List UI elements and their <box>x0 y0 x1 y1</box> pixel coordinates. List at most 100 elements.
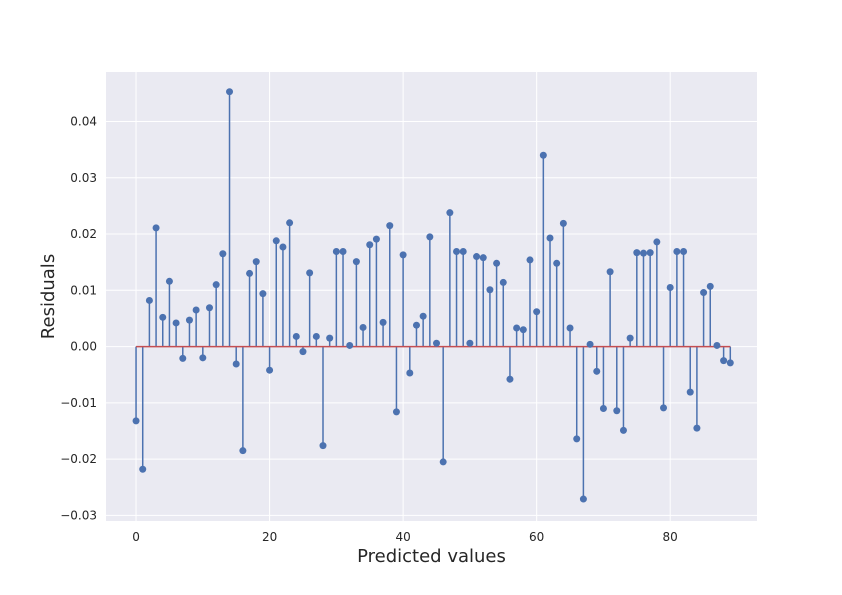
data-point <box>372 235 380 243</box>
y-axis-title: Residuals <box>38 254 59 339</box>
data-point <box>533 308 541 316</box>
x-tick-label: 60 <box>529 530 544 544</box>
data-point <box>673 247 681 255</box>
data-point <box>599 404 607 412</box>
data-point <box>473 253 481 261</box>
data-point <box>586 340 594 348</box>
data-point <box>446 209 454 217</box>
data-point <box>412 321 420 329</box>
data-point <box>246 269 254 277</box>
data-point <box>606 268 614 276</box>
data-point <box>613 407 621 415</box>
data-point <box>693 424 701 432</box>
data-point <box>519 326 527 334</box>
plot-area <box>106 72 757 521</box>
data-point <box>666 283 674 291</box>
data-point <box>459 247 467 255</box>
data-point <box>633 249 641 257</box>
data-point <box>219 250 227 258</box>
y-tick-label: 0.02 <box>70 227 97 241</box>
data-point <box>553 259 561 267</box>
data-point <box>433 339 441 347</box>
data-point <box>720 357 728 365</box>
data-point <box>526 256 534 264</box>
x-axis-title: Predicted values <box>357 546 506 567</box>
data-point <box>700 289 708 297</box>
y-tick-label: 0.04 <box>70 115 97 129</box>
data-point <box>352 258 360 266</box>
tick-labels: 0 20 40 60 80 −0.03 −0.02 −0.01 0.00 0.01 0.02 0.03… <box>60 115 678 544</box>
y-tick-label: 0.03 <box>70 171 97 185</box>
data-point <box>726 359 734 367</box>
data-point <box>312 332 320 340</box>
data-point <box>493 259 501 267</box>
data-point <box>172 319 180 327</box>
data-point <box>579 495 587 503</box>
data-point <box>660 404 668 412</box>
data-point <box>259 290 267 298</box>
data-point <box>239 447 247 455</box>
data-point <box>439 458 447 466</box>
data-point <box>366 241 374 249</box>
data-point <box>639 249 647 257</box>
data-point <box>566 324 574 332</box>
data-point <box>593 367 601 375</box>
y-tick-label: −0.01 <box>60 396 97 410</box>
data-point <box>292 332 300 340</box>
data-point <box>192 306 200 314</box>
data-point <box>573 435 581 443</box>
data-point <box>179 354 187 362</box>
data-point <box>466 339 474 347</box>
data-point <box>286 219 294 227</box>
data-point <box>419 312 427 320</box>
data-point <box>359 323 367 331</box>
data-point <box>306 269 314 277</box>
data-point <box>152 224 160 232</box>
y-tick-label: −0.03 <box>60 508 97 522</box>
y-tick-label: −0.02 <box>60 452 97 466</box>
data-point <box>319 442 327 450</box>
x-tick-label: 20 <box>262 530 277 544</box>
data-point <box>266 366 274 374</box>
data-point <box>453 247 461 255</box>
data-point <box>299 348 307 356</box>
y-tick-label: 0.01 <box>70 283 97 297</box>
data-point <box>139 465 147 473</box>
data-point <box>506 375 514 383</box>
data-point <box>159 313 167 321</box>
data-point <box>486 286 494 294</box>
data-point <box>559 219 567 227</box>
data-point <box>205 304 213 312</box>
data-point <box>399 251 407 259</box>
data-point <box>426 233 434 241</box>
data-point <box>226 88 234 96</box>
data-point <box>145 296 153 304</box>
data-point <box>379 318 387 326</box>
data-point <box>499 278 507 286</box>
stem-lines <box>135 91 732 500</box>
data-point <box>339 247 347 255</box>
data-point <box>272 237 280 245</box>
data-point <box>546 234 554 242</box>
data-point <box>653 238 661 246</box>
data-point <box>479 254 487 262</box>
data-point <box>392 408 400 416</box>
data-point <box>686 388 694 396</box>
data-point <box>346 341 354 349</box>
data-point <box>406 369 414 377</box>
data-point <box>539 151 547 159</box>
data-point <box>252 258 260 266</box>
x-tick-label: 40 <box>395 530 410 544</box>
data-point <box>332 247 340 255</box>
data-point <box>185 316 193 324</box>
data-point <box>513 324 521 332</box>
data-point <box>232 360 240 368</box>
x-tick-label: 0 <box>132 530 140 544</box>
markers <box>132 88 734 503</box>
y-tick-label: 0.00 <box>70 340 97 354</box>
data-point <box>279 243 287 251</box>
data-point <box>680 247 688 255</box>
data-point <box>619 426 627 434</box>
data-point <box>646 249 654 257</box>
